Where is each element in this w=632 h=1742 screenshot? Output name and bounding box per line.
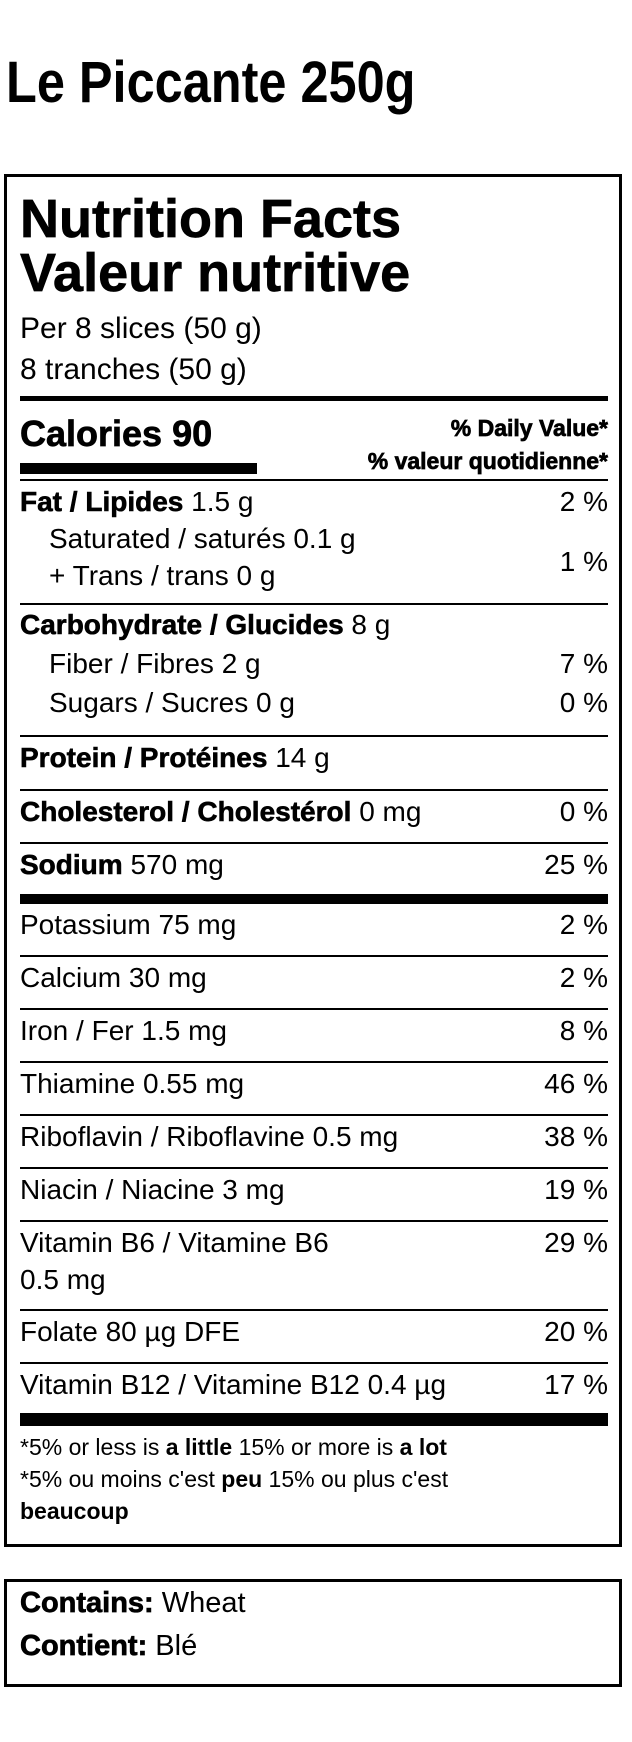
footnote-text: *5% or less is	[20, 1434, 166, 1460]
nutrient-label: Protein / Protéines	[20, 742, 268, 774]
divider-thick	[20, 396, 608, 401]
footnote-en: *5% or less is a little 15% or more is a…	[20, 1431, 608, 1463]
nutrient-pct: 8 %	[559, 1015, 608, 1046]
nutrient-pct: 2 %	[559, 962, 608, 993]
nutrient-row-carbohydrate: Carbohydrate / Glucides 8 g Fiber / Fibr…	[20, 605, 608, 737]
allergen-statement: Contains: Wheat Contient: Blé	[20, 1582, 246, 1668]
nutrient-pct: 2 %	[559, 909, 608, 940]
nutrient-label: Potassium 75 mg	[20, 909, 237, 940]
nutrient-pct: 0 %	[559, 687, 608, 718]
nutrient-label: Carbohydrate / Glucides	[20, 609, 344, 641]
contient-label: Contient:	[20, 1630, 148, 1663]
nutrient-label: Sodium	[20, 849, 123, 881]
daily-value-heading-en: % Daily Value*	[450, 415, 608, 441]
nutrient-label-fiber: Fiber / Fibres 2 g	[49, 648, 261, 679]
nutrient-label: Cholesterol / Cholestérol	[20, 796, 352, 828]
nutrient-label: Folate 80 µg DFE	[20, 1316, 241, 1347]
footnote-bold: beaucoup	[20, 1498, 129, 1524]
calories-bar	[20, 463, 257, 474]
nutrient-pct: 7 %	[559, 648, 608, 679]
nutrient-amount: 570 mg	[130, 849, 224, 880]
nutrient-label: Riboflavin / Riboflavine 0.5 mg	[20, 1121, 399, 1152]
nutrient-row-iron: Iron / Fer 1.5 mg 8 %	[20, 1010, 608, 1063]
footnote-bold: peu	[221, 1466, 263, 1492]
nutrient-label: Fat / Lipides	[20, 486, 184, 518]
serving-size-en: Per 8 slices (50 g)	[20, 312, 262, 345]
footnote-fr: *5% ou moins c'est peu 15% ou plus c'est…	[20, 1463, 608, 1527]
serving-size-fr: 8 tranches (50 g)	[20, 353, 247, 386]
nutrient-amount: 1.5 g	[191, 486, 254, 517]
nutrient-row-niacin: Niacin / Niacine 3 mg 19 %	[20, 1169, 608, 1222]
calories: Calories 90	[20, 413, 213, 454]
nutrient-row-sodium: Sodium 570 mg 25 %	[20, 844, 608, 904]
nutrient-pct: 17 %	[544, 1369, 608, 1400]
nutrient-row-fat: Fat / Lipides 1.5 g 2 % Saturated / satur…	[20, 481, 608, 605]
nutrient-label-sugars: Sugars / Sucres 0 g	[49, 687, 295, 718]
contains-label: Contains:	[20, 1587, 154, 1620]
footnote-bold: a lot	[399, 1434, 447, 1460]
nutrient-pct: 20 %	[544, 1316, 608, 1347]
nutrient-label-saturated: Saturated / saturés 0.1 g	[49, 523, 356, 554]
nutrient-amount: 0 mg	[359, 796, 422, 827]
nutrient-label: Iron / Fer 1.5 mg	[20, 1015, 227, 1046]
nutrient-pct: 2 %	[559, 486, 608, 517]
nutrient-pct: 46 %	[544, 1068, 608, 1099]
footnote-text: 15% ou plus c'est	[262, 1466, 449, 1492]
nutrient-row-cholesterol: Cholesterol / Cholestérol 0 mg 0 %	[20, 791, 608, 844]
daily-value-heading-fr: % valeur quotidienne*	[367, 448, 608, 474]
nutrient-pct: 38 %	[544, 1121, 608, 1152]
product-title: Le Piccante 250g	[6, 50, 416, 115]
nutrient-row-vitamin-b6: Vitamin B6 / Vitamine B6 29 % 0.5 mg	[20, 1222, 608, 1311]
allergen-box	[4, 1579, 622, 1687]
nutrient-pct: 19 %	[544, 1174, 608, 1205]
nutrient-row-thiamine: Thiamine 0.55 mg 46 %	[20, 1063, 608, 1116]
nutrient-label: Vitamin B6 / Vitamine B6	[20, 1227, 329, 1258]
nutrient-label: Niacin / Niacine 3 mg	[20, 1174, 285, 1205]
nutrient-pct: 0 %	[559, 796, 608, 827]
nutrient-label: Vitamin B12 / Vitamine B12 0.4 µg	[20, 1369, 447, 1400]
nutrient-pct: 29 %	[544, 1227, 608, 1258]
nutrition-facts-title: Nutrition Facts	[20, 189, 402, 249]
footnote: *5% or less is a little 15% or more is a…	[20, 1431, 608, 1527]
nutrient-row-potassium: Potassium 75 mg 2 %	[20, 904, 608, 957]
nutrient-label: Thiamine 0.55 mg	[20, 1068, 245, 1099]
nutrient-label-trans: + Trans / trans 0 g	[49, 560, 276, 591]
nutrient-label: Calcium 30 mg	[20, 962, 207, 993]
footnote-bold: a little	[165, 1434, 233, 1460]
footnote-text: 15% or more is	[232, 1434, 400, 1460]
nutrient-amount: 0.5 mg	[20, 1264, 106, 1295]
valeur-nutritive-title: Valeur nutritive	[20, 243, 411, 303]
nutrient-row-folate: Folate 80 µg DFE 20 %	[20, 1311, 608, 1364]
nutrient-pct-sat-trans: 1 %	[559, 546, 608, 577]
footnote-text: *5% ou moins c'est	[20, 1466, 222, 1492]
nutrient-amount: 14 g	[275, 742, 330, 773]
contient-value: Blé	[147, 1630, 198, 1662]
contains-value: Wheat	[153, 1587, 246, 1619]
nutrient-row-riboflavin: Riboflavin / Riboflavine 0.5 mg 38 %	[20, 1116, 608, 1169]
nutrient-row-vitamin-b12: Vitamin B12 / Vitamine B12 0.4 µg 17 %	[20, 1364, 608, 1426]
nutrient-table: Fat / Lipides 1.5 g 2 % Saturated / satur…	[20, 479, 608, 1426]
nutrient-pct: 25 %	[544, 849, 608, 880]
nutrient-amount: 8 g	[351, 609, 391, 640]
nutrient-row-protein: Protein / Protéines 14 g	[20, 737, 608, 791]
nutrient-row-calcium: Calcium 30 mg 2 %	[20, 957, 608, 1010]
nutrition-facts-box	[4, 174, 622, 1547]
